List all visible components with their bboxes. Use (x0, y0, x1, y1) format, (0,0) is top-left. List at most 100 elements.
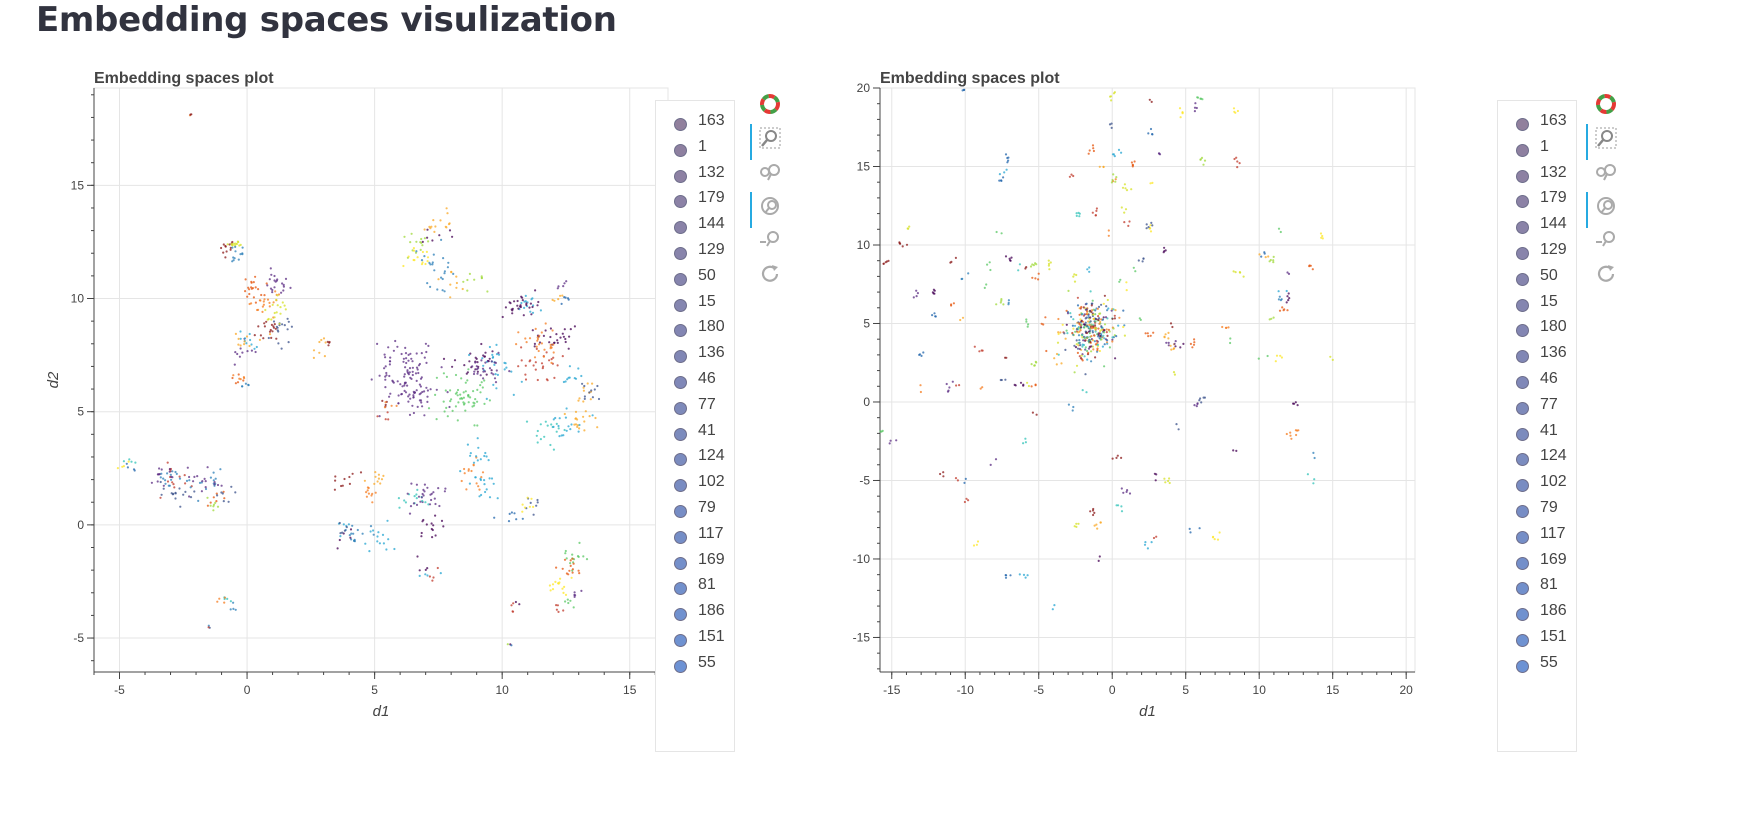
legend-item[interactable]: 15 (1498, 290, 1576, 319)
scatter-point (1196, 402, 1199, 405)
legend-item[interactable]: 55 (656, 651, 734, 680)
scatter-point (1155, 535, 1158, 538)
legend-item[interactable]: 169 (1498, 548, 1576, 577)
legend-item[interactable]: 79 (656, 496, 734, 525)
legend-item[interactable]: 144 (656, 212, 734, 241)
legend-item[interactable]: 81 (656, 573, 734, 602)
wheel-zoom-tool[interactable] (1586, 190, 1622, 228)
legend-item[interactable]: 186 (1498, 599, 1576, 628)
legend-item[interactable]: 117 (656, 522, 734, 551)
scatter-point (1270, 317, 1273, 320)
legend-item[interactable]: 124 (656, 444, 734, 473)
box-zoom-tool[interactable] (750, 122, 786, 160)
scatter-point (555, 430, 558, 433)
pan-tool[interactable] (754, 156, 786, 188)
scatter-point (162, 484, 165, 487)
legend-item[interactable]: 117 (1498, 522, 1576, 551)
embedding-plot-left[interactable]: Embedding spaces plot -5 0 5 10 15 -5 0 5 10 15 d1… (40, 66, 781, 816)
scatter-point (564, 593, 568, 597)
legend-item[interactable]: 179 (656, 186, 734, 215)
legend-item[interactable]: 179 (1498, 186, 1576, 215)
scatter-point (322, 337, 326, 340)
scatter-point (885, 260, 888, 263)
legend-item[interactable]: 46 (1498, 367, 1576, 396)
legend-item[interactable]: 129 (1498, 238, 1576, 267)
scatter-point (1056, 341, 1060, 344)
legend-item[interactable]: 102 (656, 470, 734, 499)
scatter-point (157, 473, 160, 476)
wheel-zoom-tool[interactable] (750, 190, 786, 228)
legend-item[interactable]: 81 (1498, 573, 1576, 602)
scatter-point (440, 276, 443, 279)
legend-item[interactable]: 186 (656, 599, 734, 628)
legend-item[interactable]: 41 (1498, 419, 1576, 448)
legend-item[interactable]: 15 (656, 290, 734, 319)
legend-item[interactable]: 46 (656, 367, 734, 396)
reset-tool[interactable] (1590, 258, 1622, 290)
scatter-point (277, 342, 280, 345)
box-zoom-tool[interactable] (1586, 122, 1622, 160)
scatter-point (381, 399, 384, 402)
scatter-point (379, 482, 382, 485)
scatter-point (493, 516, 496, 519)
scatter-point (1002, 176, 1005, 179)
scatter-point (128, 458, 131, 461)
legend-item[interactable]: 77 (656, 393, 734, 422)
legend-item[interactable]: 1 (1498, 135, 1576, 164)
scatter-point (596, 426, 599, 429)
legend-item[interactable]: 50 (1498, 264, 1576, 293)
scatter-point (232, 607, 235, 611)
scatter-point (241, 385, 244, 388)
scatter-point (363, 479, 366, 482)
x-tick-label: 5 (371, 683, 378, 697)
legend-item[interactable]: 102 (1498, 470, 1576, 499)
legend-item[interactable]: 151 (656, 625, 734, 654)
legend-item[interactable]: 136 (1498, 341, 1576, 370)
reset-tool[interactable] (754, 258, 786, 290)
legend-item[interactable]: 163 (656, 109, 734, 138)
legend-item[interactable]: 124 (1498, 444, 1576, 473)
legend-item[interactable]: 132 (656, 161, 734, 190)
zoom-out-tool[interactable] (1590, 224, 1622, 256)
legend-item[interactable]: 79 (1498, 496, 1576, 525)
bokeh-logo-tool[interactable] (754, 88, 786, 120)
scatter-point (565, 429, 568, 432)
scatter-point (264, 308, 267, 312)
bokeh-logo-tool[interactable] (1590, 88, 1622, 120)
scatter-point (404, 346, 407, 349)
legend-item[interactable]: 169 (656, 548, 734, 577)
legend-item[interactable]: 50 (656, 264, 734, 293)
scatter-point (528, 306, 531, 309)
scatter-point (1060, 362, 1063, 365)
legend-label: 144 (1540, 215, 1567, 233)
legend-item[interactable]: 151 (1498, 625, 1576, 654)
legend-item[interactable]: 136 (656, 341, 734, 370)
legend-item[interactable]: 163 (1498, 109, 1576, 138)
scatter-point (1088, 331, 1091, 335)
scatter-point (224, 256, 227, 259)
scatter-point (954, 256, 957, 259)
legend-item[interactable]: 132 (1498, 161, 1576, 190)
legend-item[interactable]: 41 (656, 419, 734, 448)
legend-item[interactable]: 144 (1498, 212, 1576, 241)
scatter-point (942, 471, 945, 474)
legend-item[interactable]: 1 (656, 135, 734, 164)
scatter-point (1232, 270, 1235, 273)
scatter-point (434, 225, 437, 228)
legend-marker (1516, 376, 1529, 389)
scatter-point (556, 287, 559, 290)
scatter-point (486, 290, 489, 293)
embedding-plot-right[interactable]: Embedding spaces plot -15 -10 -5 0 5 10 15 20 -1… (852, 66, 1617, 816)
legend-item[interactable]: 129 (656, 238, 734, 267)
legend-item[interactable]: 180 (656, 315, 734, 344)
legend-item[interactable]: 180 (1498, 315, 1576, 344)
pan-tool[interactable] (1590, 156, 1622, 188)
legend-item[interactable]: 55 (1498, 651, 1576, 680)
scatter-point (377, 531, 380, 534)
y-tick-label: 15 (857, 159, 871, 173)
scatter-point (431, 263, 434, 266)
zoom-out-tool[interactable] (754, 224, 786, 256)
legend-item[interactable]: 77 (1498, 393, 1576, 422)
